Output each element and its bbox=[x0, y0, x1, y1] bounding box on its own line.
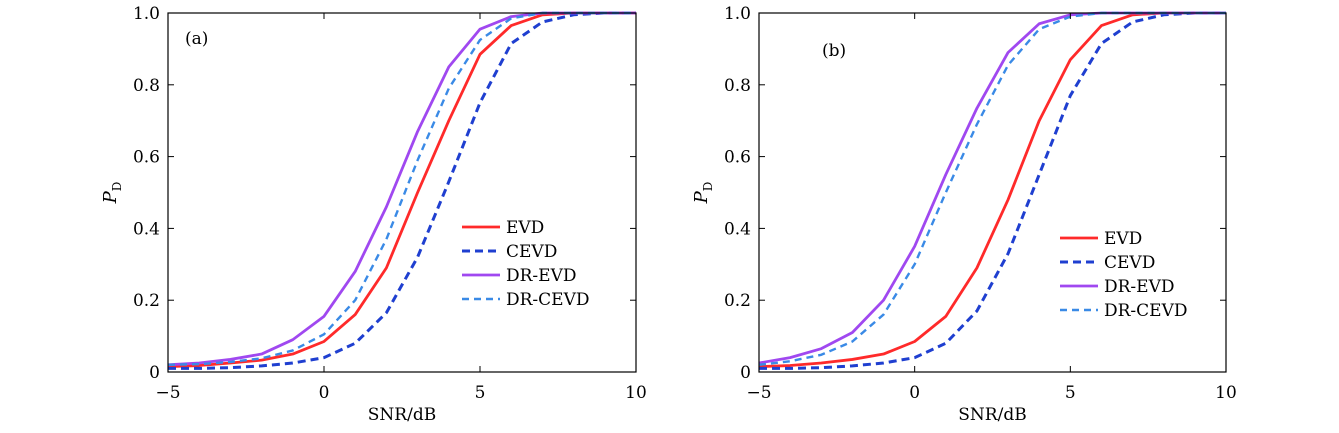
y-tick-label: 0 bbox=[740, 363, 751, 383]
legend-label-dr-evd: DR-EVD bbox=[506, 266, 577, 286]
y-axis-label-main: P bbox=[691, 190, 712, 204]
x-axis-label: SNR/dB bbox=[368, 405, 436, 425]
x-tick-label: 5 bbox=[475, 383, 486, 403]
x-tick-label: −5 bbox=[746, 383, 771, 403]
y-tick-label: 1.0 bbox=[724, 4, 751, 24]
y-tick-label: 0.2 bbox=[133, 291, 160, 311]
y-axis-label: PD bbox=[691, 182, 715, 205]
series-line-cevd bbox=[168, 11, 636, 370]
y-tick-label: 0.6 bbox=[133, 148, 160, 168]
plot-frame bbox=[758, 12, 1227, 373]
x-tick-label: 0 bbox=[319, 383, 330, 403]
y-axis-label-subscript: D bbox=[701, 182, 715, 192]
x-tick-label: 10 bbox=[1215, 383, 1237, 403]
series-line-dr-cevd bbox=[168, 11, 636, 367]
legend: EVD CEVD DR-EVD DR-CEVD bbox=[462, 218, 590, 310]
plot-frame bbox=[167, 12, 637, 373]
y-axis-label: PD bbox=[100, 182, 124, 205]
y-tick-label: 0 bbox=[149, 363, 160, 383]
y-axis-label-main: P bbox=[100, 190, 121, 204]
legend-label-cevd: CEVD bbox=[1104, 253, 1155, 273]
legend-label-dr-cevd: DR-CEVD bbox=[506, 290, 590, 310]
chart-panel-b: −5 0 5 1000.20.40.60.81.0SNR/dBPD(b)EVDCEVD… bbox=[691, 4, 1237, 425]
y-tick-label: 0.8 bbox=[133, 76, 160, 96]
y-axis-label-subscript: D bbox=[110, 182, 124, 192]
y-tick-label: 0.4 bbox=[133, 219, 160, 239]
x-tick-label: 0 bbox=[909, 383, 920, 403]
legend: EVD CEVD DR-EVD DR-CEVD bbox=[1060, 229, 1188, 321]
legend-label-evd: EVD bbox=[506, 218, 544, 238]
legend-label-dr-cevd: DR-CEVD bbox=[1104, 301, 1188, 321]
x-tick-label: −5 bbox=[155, 383, 180, 403]
legend-label-cevd: CEVD bbox=[506, 242, 557, 262]
y-tick-label: 1.0 bbox=[133, 4, 160, 24]
y-tick-label: 0.8 bbox=[724, 76, 751, 96]
series-line-dr-evd bbox=[168, 11, 636, 367]
legend-label-evd: EVD bbox=[1104, 229, 1142, 249]
series-line-cevd bbox=[759, 11, 1226, 370]
x-axis-label: SNR/dB bbox=[958, 405, 1026, 425]
series-line-evd bbox=[168, 11, 636, 369]
panel-label: (b) bbox=[822, 41, 846, 61]
chart-panel-a: −5 0 5 1000.20.40.60.81.0SNR/dBPD(a)EVDCEVD… bbox=[100, 4, 647, 425]
y-tick-label: 0.2 bbox=[724, 291, 751, 311]
y-tick-label: 0.4 bbox=[724, 219, 751, 239]
legend-label-dr-evd: DR-EVD bbox=[1104, 277, 1175, 297]
y-tick-label: 0.6 bbox=[724, 148, 751, 168]
x-tick-label: 5 bbox=[1065, 383, 1076, 403]
x-tick-label: 10 bbox=[625, 383, 647, 403]
panel-label: (a) bbox=[185, 29, 208, 49]
